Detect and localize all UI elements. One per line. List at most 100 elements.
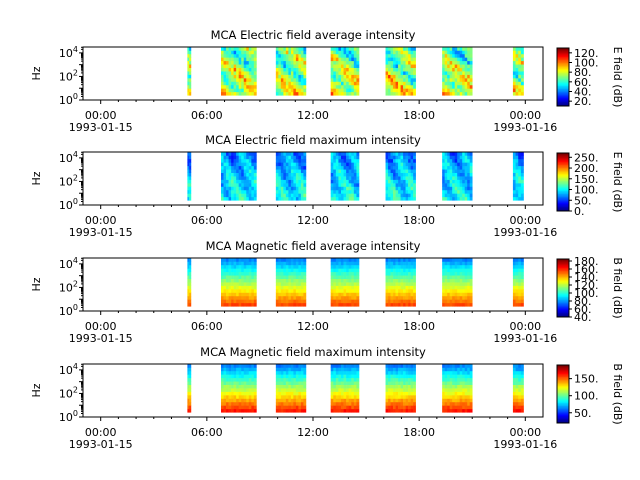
spectrogram-cell (278, 401, 282, 406)
spectrogram-cell (457, 364, 460, 368)
spectrogram-cell (223, 367, 227, 372)
spectrogram-cell (515, 302, 519, 307)
colorbar-step (557, 407, 569, 409)
spectrogram-cell (295, 186, 299, 191)
spectrogram-cell (459, 186, 463, 191)
spectrogram-cell (228, 264, 232, 269)
spectrogram-cell (187, 278, 190, 283)
spectrogram-cell (290, 398, 294, 403)
spectrogram-cell (228, 261, 232, 266)
spectrogram-cell (408, 295, 411, 300)
spectrogram-cell (228, 183, 232, 187)
spectrogram-cell (410, 268, 414, 273)
spectrogram-cell (449, 282, 453, 286)
spectrogram-cell (241, 158, 245, 163)
spectrogram-cell (348, 152, 352, 156)
spectrogram-cell (243, 377, 247, 382)
spectrogram-cell (405, 275, 409, 279)
spectrogram-cell (398, 91, 401, 96)
spectrogram-cell (405, 401, 409, 406)
spectrogram-cell (464, 67, 468, 72)
spectrogram-cell (275, 196, 279, 201)
spectrogram-cell (467, 367, 471, 372)
spectrogram-cell (353, 186, 357, 191)
spectrogram-cell (454, 282, 458, 286)
spectrogram-cell (248, 91, 252, 96)
spectrogram-cell (405, 78, 409, 82)
spectrogram-cell (447, 74, 450, 79)
spectrogram-cell (408, 81, 411, 86)
spectrogram-cell (330, 261, 334, 266)
spectrogram-cell (248, 74, 252, 79)
spectrogram-cell (410, 64, 414, 68)
spectrogram-cell (246, 292, 250, 297)
colorbar-tick-label: 120. (574, 279, 599, 292)
spectrogram-cell (400, 193, 404, 198)
spectrogram-cell (285, 302, 289, 307)
spectrogram-cell (356, 408, 360, 413)
spectrogram-cell (246, 158, 250, 163)
spectrogram-cell (467, 370, 471, 375)
spectrogram-cell (253, 364, 257, 368)
spectrogram-cell (388, 172, 391, 177)
spectrogram-cell (298, 152, 302, 156)
spectrogram-cell (246, 381, 250, 385)
spectrogram-cell (246, 189, 250, 194)
spectrogram-cell (393, 271, 396, 276)
spectrogram-cell (303, 74, 307, 79)
spectrogram-cell (228, 258, 232, 262)
spectrogram-cell (467, 405, 471, 410)
spectrogram-cell (275, 408, 279, 413)
spectrogram-cell (454, 295, 458, 300)
spectrogram-cell (278, 196, 282, 201)
spectrogram-cell (189, 165, 192, 170)
spectrogram-cell (238, 84, 242, 89)
spectrogram-cell (228, 78, 232, 82)
spectrogram-cell (243, 155, 247, 160)
spectrogram-cell (512, 370, 516, 375)
spectrogram-cell (400, 381, 404, 385)
spectrogram-cell (403, 367, 406, 372)
colorbar-step (557, 421, 569, 424)
spectrogram-cell (385, 395, 389, 399)
spectrogram-cell (467, 381, 471, 385)
spectrogram-cell (338, 60, 342, 65)
spectrogram-cell (293, 176, 297, 180)
spectrogram-cell (464, 268, 468, 273)
spectrogram-cell (251, 295, 255, 300)
spectrogram-cell (518, 165, 522, 170)
spectrogram-cell (454, 268, 458, 273)
spectrogram-cell (457, 278, 460, 283)
spectrogram-cell (333, 196, 337, 201)
colorbar-step (557, 81, 569, 84)
spectrogram-cell (403, 193, 406, 198)
spectrogram-cell (338, 50, 342, 55)
spectrogram-cell (393, 74, 396, 79)
spectrogram-cell (290, 155, 294, 160)
spectrogram-cell (398, 183, 401, 187)
spectrogram-cell (303, 186, 307, 191)
spectrogram-cell (464, 367, 468, 372)
spectrogram-cell (285, 176, 289, 180)
spectrogram-cell (346, 367, 349, 372)
spectrogram-cell (275, 162, 279, 167)
spectrogram-cell (246, 261, 250, 266)
colorbar-step (557, 155, 569, 158)
spectrogram-cell (413, 395, 416, 399)
colorbar-step (557, 378, 569, 380)
spectrogram-cell (469, 74, 473, 79)
colorbar-step (557, 87, 569, 89)
spectrogram-cell (275, 78, 279, 82)
spectrogram-cell (462, 162, 466, 167)
spectrogram-cell (452, 67, 455, 72)
spectrogram-cell (226, 176, 229, 180)
spectrogram-cell (275, 275, 279, 279)
spectrogram-cell (288, 264, 292, 269)
spectrogram-cell (231, 155, 234, 160)
spectrogram-cell (246, 162, 250, 167)
spectrogram-cell (408, 155, 411, 160)
spectrogram-cell (330, 60, 334, 65)
spectrogram-cell (340, 74, 344, 79)
spectrogram-cell (454, 384, 458, 389)
spectrogram-cell (285, 285, 289, 290)
